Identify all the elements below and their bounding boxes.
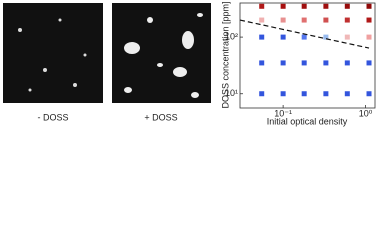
data-point (366, 91, 372, 97)
data-point (323, 60, 329, 66)
data-point (259, 60, 265, 66)
data-point (344, 34, 350, 40)
data-point (323, 17, 329, 23)
data-point (323, 91, 329, 97)
x-tick-label: 10⁻¹ (274, 108, 292, 118)
data-point (259, 91, 265, 97)
data-point (344, 17, 350, 23)
data-point (301, 60, 307, 66)
data-point (344, 3, 350, 9)
data-point (280, 3, 286, 9)
data-point (301, 34, 307, 40)
data-point (280, 60, 286, 66)
data-point (280, 34, 286, 40)
data-point (366, 60, 372, 66)
aggregates (124, 13, 203, 98)
y-axis-label: DOSS concentration [ppm] (220, 1, 230, 108)
data-point (259, 3, 265, 9)
plot-frame (239, 2, 376, 109)
x-tick-label: 10⁰ (359, 108, 373, 118)
panel-label: - DOSS (37, 112, 68, 122)
y-tick-label: 10¹ (225, 88, 238, 98)
fit-line (239, 19, 370, 49)
data-point (366, 17, 372, 23)
data-point (301, 3, 307, 9)
data-point (301, 17, 307, 23)
data-point (366, 34, 372, 40)
figure: - DOSS + DOSS Initial optical density DO… (3, 1, 376, 126)
data-point (344, 91, 350, 97)
x-axis-label: Initial optical density (267, 116, 348, 126)
data-point (280, 91, 286, 97)
data-point (259, 17, 265, 23)
micrograph (3, 3, 103, 103)
data-point (323, 34, 329, 40)
y-tick-label: 10² (225, 31, 238, 41)
data-point (259, 34, 265, 40)
panel-label: + DOSS (144, 112, 177, 122)
data-point (301, 91, 307, 97)
data-point (344, 60, 350, 66)
data-point (280, 17, 286, 23)
particles (18, 18, 87, 92)
data-point (323, 3, 329, 9)
data-point (366, 3, 372, 9)
